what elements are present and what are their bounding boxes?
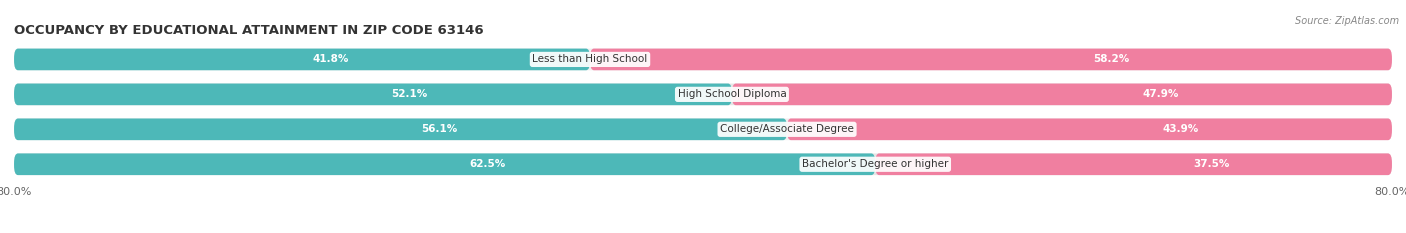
Text: High School Diploma: High School Diploma: [678, 89, 786, 99]
FancyBboxPatch shape: [591, 49, 1392, 70]
FancyBboxPatch shape: [14, 154, 876, 175]
FancyBboxPatch shape: [876, 154, 1392, 175]
FancyBboxPatch shape: [14, 49, 591, 70]
Text: 47.9%: 47.9%: [1143, 89, 1180, 99]
FancyBboxPatch shape: [14, 49, 1392, 70]
Text: Less than High School: Less than High School: [533, 55, 648, 64]
FancyBboxPatch shape: [14, 84, 1392, 105]
Text: 43.9%: 43.9%: [1163, 124, 1198, 134]
Text: 56.1%: 56.1%: [420, 124, 457, 134]
FancyBboxPatch shape: [14, 118, 1392, 140]
Text: College/Associate Degree: College/Associate Degree: [720, 124, 853, 134]
Text: 52.1%: 52.1%: [391, 89, 427, 99]
FancyBboxPatch shape: [733, 84, 1392, 105]
FancyBboxPatch shape: [14, 84, 733, 105]
Text: Bachelor's Degree or higher: Bachelor's Degree or higher: [801, 159, 949, 169]
FancyBboxPatch shape: [787, 118, 1392, 140]
Text: 58.2%: 58.2%: [1092, 55, 1129, 64]
Text: OCCUPANCY BY EDUCATIONAL ATTAINMENT IN ZIP CODE 63146: OCCUPANCY BY EDUCATIONAL ATTAINMENT IN Z…: [14, 24, 484, 37]
Text: 62.5%: 62.5%: [470, 159, 506, 169]
Text: Source: ZipAtlas.com: Source: ZipAtlas.com: [1295, 16, 1399, 26]
Text: 37.5%: 37.5%: [1192, 159, 1229, 169]
FancyBboxPatch shape: [14, 118, 787, 140]
Text: 41.8%: 41.8%: [312, 55, 349, 64]
FancyBboxPatch shape: [14, 154, 1392, 175]
